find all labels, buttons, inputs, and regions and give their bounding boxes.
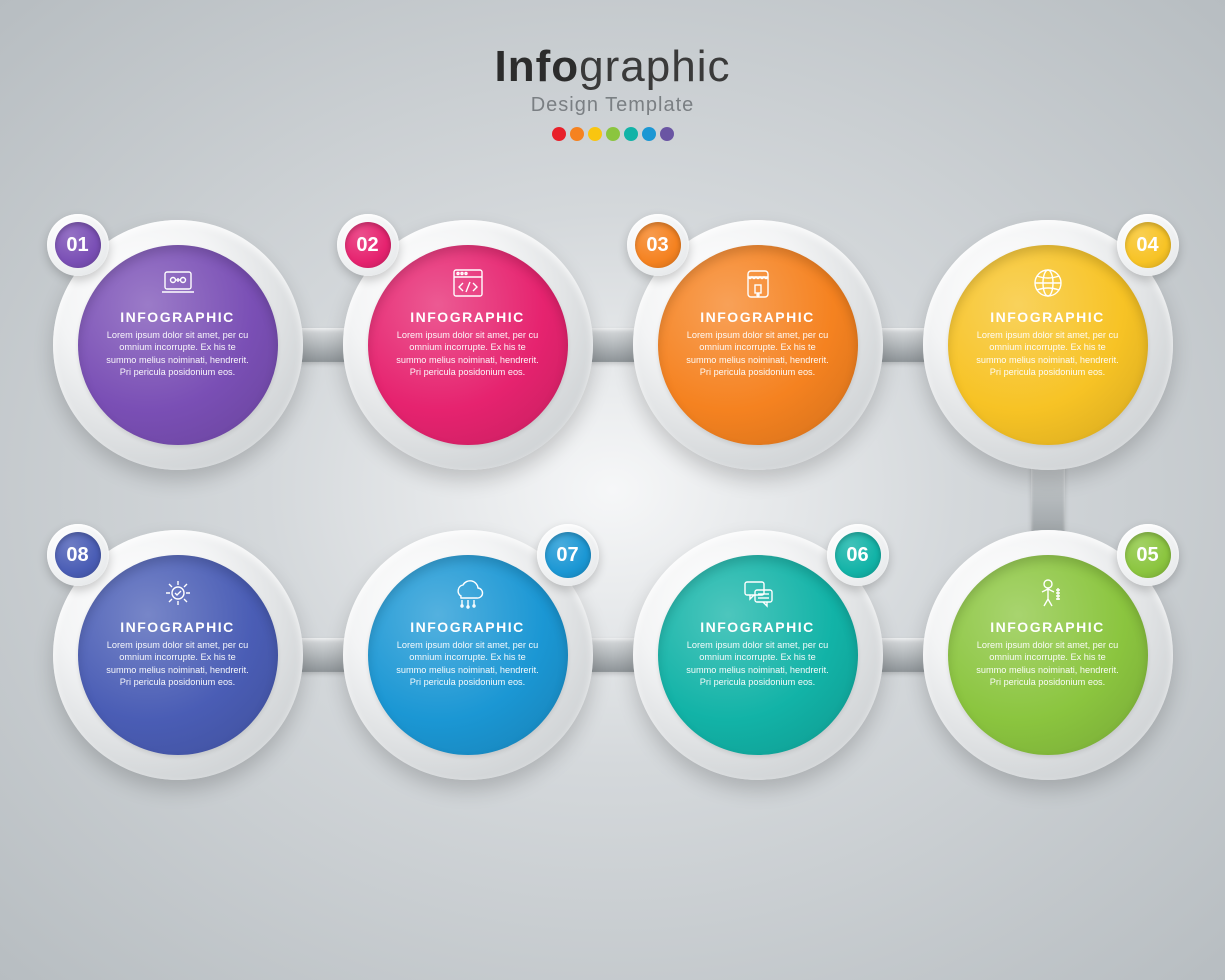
title-light: graphic — [579, 42, 730, 91]
step-number: 01 — [55, 222, 101, 268]
step-label: INFOGRAPHIC — [700, 309, 815, 325]
header: Infographic Design Template — [0, 0, 1225, 146]
step-disc: INFOGRAPHICLorem ipsum dolor sit amet, p… — [368, 245, 568, 445]
step-08: INFOGRAPHICLorem ipsum dolor sit amet, p… — [53, 530, 303, 780]
step-disc: INFOGRAPHICLorem ipsum dolor sit amet, p… — [948, 555, 1148, 755]
step-07: INFOGRAPHICLorem ipsum dolor sit amet, p… — [343, 530, 593, 780]
step-label: INFOGRAPHIC — [410, 309, 525, 325]
step-badge: 07 — [537, 524, 599, 586]
step-disc: INFOGRAPHICLorem ipsum dolor sit amet, p… — [658, 245, 858, 445]
page-subtitle: Design Template — [0, 94, 1225, 117]
step-label: INFOGRAPHIC — [700, 619, 815, 635]
step-05: INFOGRAPHICLorem ipsum dolor sit amet, p… — [923, 530, 1173, 780]
title-bold: Info — [495, 42, 580, 91]
step-body: Lorem ipsum dolor sit amet, per cu omniu… — [78, 635, 278, 689]
gear-icon — [158, 573, 198, 613]
step-body: Lorem ipsum dolor sit amet, per cu omniu… — [658, 635, 858, 689]
step-body: Lorem ipsum dolor sit amet, per cu omniu… — [948, 635, 1148, 689]
step-badge: 08 — [47, 524, 109, 586]
step-body: Lorem ipsum dolor sit amet, per cu omniu… — [78, 325, 278, 379]
step-badge: 06 — [827, 524, 889, 586]
step-number: 06 — [835, 532, 881, 578]
step-badge: 04 — [1117, 214, 1179, 276]
step-disc: INFOGRAPHICLorem ipsum dolor sit amet, p… — [948, 245, 1148, 445]
step-body: Lorem ipsum dolor sit amet, per cu omniu… — [658, 325, 858, 379]
step-01: INFOGRAPHICLorem ipsum dolor sit amet, p… — [53, 220, 303, 470]
step-badge: 01 — [47, 214, 109, 276]
step-disc: INFOGRAPHICLorem ipsum dolor sit amet, p… — [78, 555, 278, 755]
step-disc: INFOGRAPHICLorem ipsum dolor sit amet, p… — [78, 245, 278, 445]
step-06: INFOGRAPHICLorem ipsum dolor sit amet, p… — [633, 530, 883, 780]
step-label: INFOGRAPHIC — [120, 309, 235, 325]
page-title: Infographic — [0, 42, 1225, 92]
step-02: INFOGRAPHICLorem ipsum dolor sit amet, p… — [343, 220, 593, 470]
chat-icon — [738, 573, 778, 613]
step-number: 02 — [345, 222, 391, 268]
step-03: INFOGRAPHICLorem ipsum dolor sit amet, p… — [633, 220, 883, 470]
palette-dot — [570, 127, 584, 141]
step-number: 03 — [635, 222, 681, 268]
palette-dot — [606, 127, 620, 141]
step-disc: INFOGRAPHICLorem ipsum dolor sit amet, p… — [368, 555, 568, 755]
step-label: INFOGRAPHIC — [120, 619, 235, 635]
step-number: 08 — [55, 532, 101, 578]
step-label: INFOGRAPHIC — [990, 619, 1105, 635]
store-icon — [738, 263, 778, 303]
step-badge: 03 — [627, 214, 689, 276]
step-04: INFOGRAPHICLorem ipsum dolor sit amet, p… — [923, 220, 1173, 470]
step-body: Lorem ipsum dolor sit amet, per cu omniu… — [368, 325, 568, 379]
palette-dot — [552, 127, 566, 141]
palette-dot — [588, 127, 602, 141]
step-number: 04 — [1125, 222, 1171, 268]
step-body: Lorem ipsum dolor sit amet, per cu omniu… — [368, 635, 568, 689]
step-label: INFOGRAPHIC — [990, 309, 1105, 325]
person-icon — [1028, 573, 1068, 613]
step-badge: 02 — [337, 214, 399, 276]
step-number: 07 — [545, 532, 591, 578]
step-disc: INFOGRAPHICLorem ipsum dolor sit amet, p… — [658, 555, 858, 755]
step-number: 05 — [1125, 532, 1171, 578]
step-body: Lorem ipsum dolor sit amet, per cu omniu… — [948, 325, 1148, 379]
step-badge: 05 — [1117, 524, 1179, 586]
globe-icon — [1028, 263, 1068, 303]
palette-dot — [642, 127, 656, 141]
laptop-icon — [158, 263, 198, 303]
palette-dot — [660, 127, 674, 141]
palette-dot — [624, 127, 638, 141]
code-icon — [448, 263, 488, 303]
cloud-icon — [448, 573, 488, 613]
palette-dots — [0, 127, 1225, 146]
infographic-stage: INFOGRAPHICLorem ipsum dolor sit amet, p… — [53, 220, 1173, 840]
step-label: INFOGRAPHIC — [410, 619, 525, 635]
